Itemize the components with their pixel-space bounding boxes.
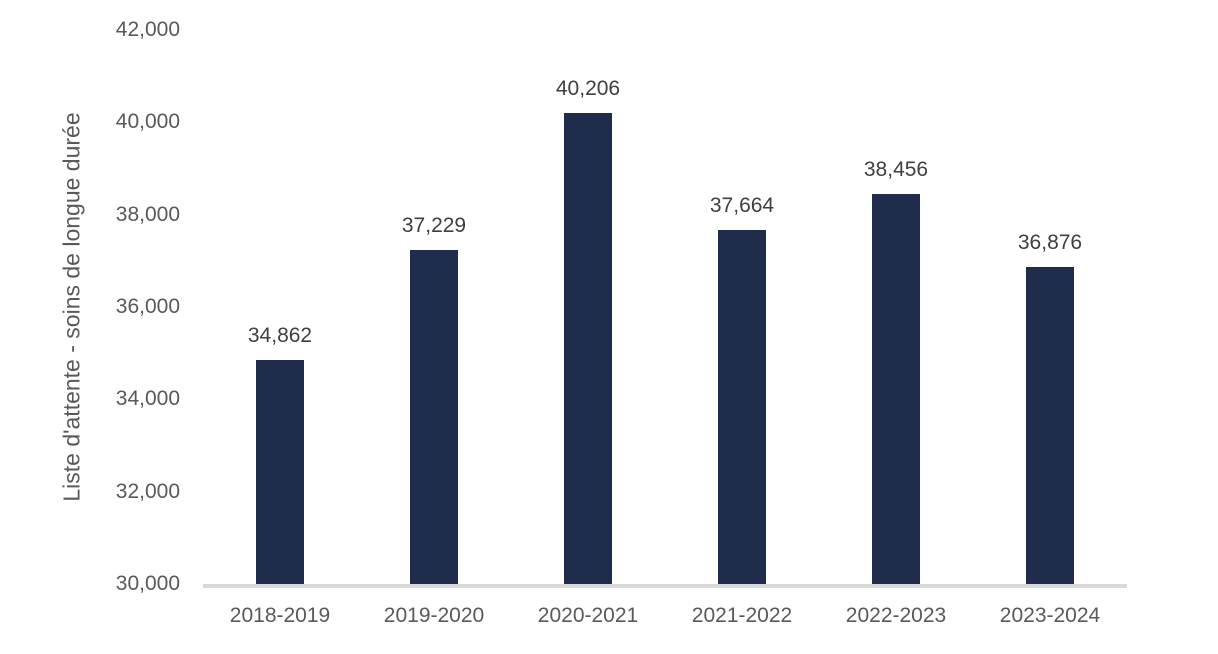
bar-2020-2021 (564, 112, 612, 584)
bar-2021-2022 (718, 230, 766, 584)
x-tick-label: 2022-2023 (845, 604, 947, 627)
bar-2019-2020 (410, 250, 458, 584)
x-tick-label: 2021-2022 (691, 604, 793, 627)
bar-value-label: 37,229 (401, 214, 467, 238)
bar-2023-2024 (1026, 266, 1074, 584)
x-axis-line (203, 584, 1127, 588)
bar-value-label: 36,876 (1017, 230, 1083, 254)
bar-value-label: 38,456 (863, 157, 929, 181)
bar-2022-2023 (872, 193, 920, 584)
x-tick-label: 2020-2021 (537, 604, 639, 627)
y-tick-label: 30,000 (115, 572, 180, 595)
bar-2018-2019 (256, 359, 304, 584)
y-axis-tick-labels: 30,000 32,000 34,000 36,000 38,000 40,000 42,0… (80, 0, 180, 654)
y-tick-label: 40,000 (115, 110, 180, 134)
x-tick-label: 2018-2019 (229, 604, 331, 627)
y-tick-label: 32,000 (115, 479, 180, 503)
x-tick-label: 2019-2020 (383, 604, 485, 627)
y-tick-label: 38,000 (115, 202, 180, 226)
bar-value-label: 40,206 (555, 76, 621, 100)
y-tick-label: 34,000 (115, 387, 180, 411)
x-tick-label: 2023-2024 (999, 604, 1101, 627)
y-tick-label: 42,000 (115, 18, 180, 41)
bar-value-label: 37,664 (709, 194, 775, 218)
bar-value-label: 34,862 (247, 323, 313, 347)
y-tick-label: 36,000 (115, 295, 180, 318)
